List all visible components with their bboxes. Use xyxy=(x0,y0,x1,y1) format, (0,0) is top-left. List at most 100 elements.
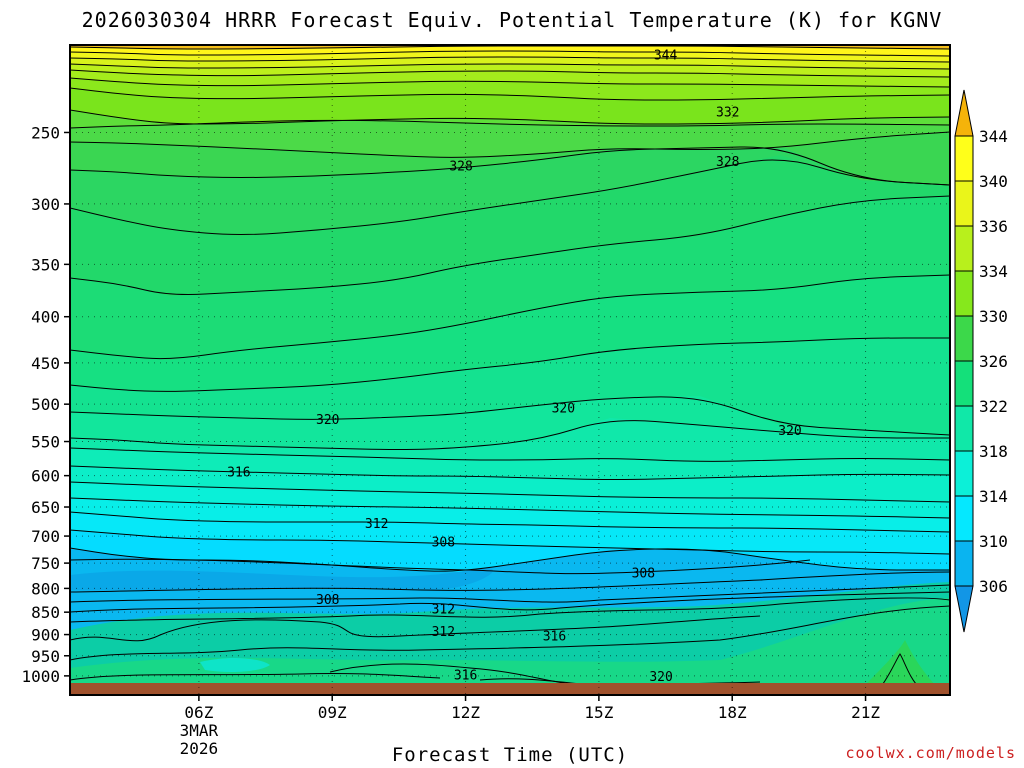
y-tick-label: 850 xyxy=(31,603,60,622)
x-tick-label: 12Z xyxy=(451,703,480,722)
colorbar-swatch xyxy=(954,225,974,272)
contour-line xyxy=(70,337,950,392)
contour-line-layer xyxy=(70,45,950,689)
contour-line xyxy=(70,87,950,101)
contour-label-text: 316 xyxy=(227,466,250,481)
y-tick-label: 450 xyxy=(31,354,60,373)
contour-line xyxy=(70,146,950,186)
contour-label: 344 xyxy=(654,49,678,64)
colorbar-label: 340 xyxy=(979,172,1008,191)
contour-label-text: 312 xyxy=(432,602,455,617)
colorbar-label: 344 xyxy=(979,127,1008,146)
contour-label-layer: 344 332 328 328 320 320 320 316 312 308 308 308 312 3… xyxy=(227,49,802,685)
contour-label-text: 308 xyxy=(632,566,655,581)
contour-line xyxy=(70,529,950,555)
y-tick-label: 250 xyxy=(31,123,60,142)
contour-line xyxy=(70,45,950,50)
contour-line xyxy=(70,591,950,613)
contour-label: 328 xyxy=(449,160,472,175)
contour-label: 332 xyxy=(716,106,739,121)
contour-label: 316 xyxy=(454,669,477,684)
contour-label: 320 xyxy=(316,413,339,428)
x-tick-label: 15Z xyxy=(584,703,613,722)
colorbar-label: 314 xyxy=(979,487,1008,506)
contour-line xyxy=(70,605,950,661)
contour-label: 312 xyxy=(432,602,455,617)
contour-line xyxy=(70,159,950,235)
contour-label: 312 xyxy=(365,517,388,532)
contour-line xyxy=(70,63,950,70)
plot-frame xyxy=(69,44,951,696)
contour-label-text: 312 xyxy=(365,517,388,532)
contour-label: 320 xyxy=(552,401,575,416)
y-tick-label: 750 xyxy=(31,554,60,573)
y-tick-label: 550 xyxy=(31,433,60,452)
contour-label-text: 320 xyxy=(649,670,672,685)
contour-line xyxy=(70,597,950,623)
contour-line xyxy=(70,481,950,503)
contour-line xyxy=(70,50,950,57)
x-tick-label: 21Z xyxy=(851,703,880,722)
chart-title: 2026030304 HRRR Forecast Equiv. Potentia… xyxy=(81,8,943,32)
contour-line xyxy=(70,558,811,575)
contour-label-text: 320 xyxy=(316,413,339,428)
contour-label: 312 xyxy=(432,625,455,640)
colorbar-label: 334 xyxy=(979,262,1008,281)
colorbar-swatch xyxy=(954,360,974,407)
contour-label: 308 xyxy=(316,593,339,608)
contour-label-text: 344 xyxy=(654,49,678,64)
colorbar-swatch xyxy=(954,180,974,227)
y-tick-label: 900 xyxy=(31,626,60,645)
contour-label: 308 xyxy=(432,536,455,551)
contour-line xyxy=(70,274,950,360)
colorbar-swatch xyxy=(954,405,974,452)
y-tick-label: 350 xyxy=(31,255,60,274)
y-tick-label: 950 xyxy=(31,647,60,666)
contour-label: 328 xyxy=(716,155,739,170)
y-tick-label: 700 xyxy=(31,527,60,546)
contour-line xyxy=(70,77,950,88)
y-tick-label: 1000 xyxy=(21,667,60,686)
contour-line xyxy=(70,615,761,642)
band-fill xyxy=(200,658,270,673)
band-fill xyxy=(860,640,940,690)
y-tick-label: 500 xyxy=(31,395,60,414)
colorbar-swatch xyxy=(954,495,974,542)
contour-label-text: 308 xyxy=(432,536,455,551)
band-fill xyxy=(70,598,950,695)
credit-text: coolwx.com/models xyxy=(845,744,1016,762)
contour-label-text: 328 xyxy=(449,160,472,175)
contour-label: 316 xyxy=(543,629,566,644)
contour-label: 308 xyxy=(632,566,655,581)
contour-label-text: 308 xyxy=(316,593,339,608)
ground-layer xyxy=(70,683,950,695)
contour-line xyxy=(70,571,950,593)
colorbar-label: 306 xyxy=(979,577,1008,596)
y-tick-label: 800 xyxy=(31,579,60,598)
contour-label-text: 316 xyxy=(454,669,477,684)
colorbar-label: 318 xyxy=(979,442,1008,461)
y-tick-label: 600 xyxy=(31,467,60,486)
contour-line xyxy=(70,109,950,125)
contour-line xyxy=(70,497,950,519)
contour-label: 316 xyxy=(227,466,250,481)
contour-line xyxy=(70,511,950,533)
ground-surface xyxy=(70,683,950,695)
x-tick-label: 18Z xyxy=(718,703,747,722)
x-date-label: 3MAR xyxy=(180,721,219,740)
contour-label-text: 332 xyxy=(716,106,739,121)
colorbar-swatch xyxy=(954,315,974,362)
contour-label-text: 320 xyxy=(778,424,801,439)
colorbar: 344 340 336 334 330 326 322 318 314 310 306 xyxy=(954,89,1008,633)
colorbar-swatch xyxy=(954,135,974,182)
contour-line xyxy=(70,69,950,78)
contour-line xyxy=(70,465,950,480)
colorbar-label: 336 xyxy=(979,217,1008,236)
contour-line xyxy=(70,447,950,462)
contour-label: 320 xyxy=(778,424,801,439)
y-tick-label: 650 xyxy=(31,498,60,517)
y-tick-label: 400 xyxy=(31,308,60,327)
x-axis-label: Forecast Time (UTC) xyxy=(391,744,629,766)
x-tick-label: 06Z xyxy=(184,703,213,722)
